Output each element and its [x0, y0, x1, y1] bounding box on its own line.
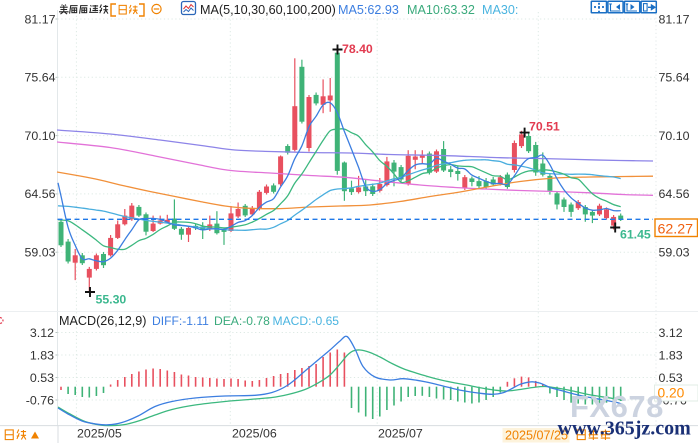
svg-text:81.17: 81.17: [24, 12, 55, 26]
svg-text:78.40: 78.40: [342, 42, 373, 56]
svg-text:2025/05: 2025/05: [77, 427, 122, 441]
svg-text:62.27: 62.27: [658, 222, 694, 238]
svg-text:75.64: 75.64: [659, 71, 690, 85]
svg-text:55.30: 55.30: [96, 293, 127, 307]
svg-text:75.64: 75.64: [24, 71, 55, 85]
svg-text:0.20: 0.20: [658, 386, 685, 401]
svg-text:MACD(26,12,9): MACD(26,12,9): [59, 314, 147, 328]
svg-text:MA10:63.32: MA10:63.32: [407, 3, 475, 17]
svg-text:1.83: 1.83: [659, 348, 683, 362]
svg-text:FX678: FX678: [570, 389, 664, 424]
svg-text:70.10: 70.10: [24, 129, 55, 143]
svg-text:-0.76: -0.76: [26, 393, 54, 407]
svg-text:DIFF:-1.11: DIFF:-1.11: [152, 314, 209, 328]
svg-text:59.03: 59.03: [659, 246, 690, 260]
svg-text:3.12: 3.12: [30, 326, 54, 340]
svg-text:0.53: 0.53: [659, 371, 683, 385]
svg-text:81.17: 81.17: [659, 12, 690, 26]
svg-text:2025/07: 2025/07: [378, 427, 423, 441]
svg-text:64.56: 64.56: [24, 187, 55, 201]
svg-text:DEA:-0.78: DEA:-0.78: [214, 314, 270, 328]
svg-text:70.10: 70.10: [659, 129, 690, 143]
svg-text:3.12: 3.12: [659, 326, 683, 340]
svg-text:MACD:-0.65: MACD:-0.65: [273, 314, 340, 328]
svg-text:MA5:62.93: MA5:62.93: [338, 3, 399, 17]
svg-text:0.53: 0.53: [30, 371, 54, 385]
svg-text:70.51: 70.51: [529, 120, 560, 134]
svg-text:64.56: 64.56: [659, 187, 690, 201]
svg-text:2025/07/25: 2025/07/25: [505, 429, 568, 443]
svg-text:2025/06: 2025/06: [232, 427, 277, 441]
svg-text:MA30:: MA30:: [482, 3, 518, 17]
svg-text:MA(5,10,30,60,100,200): MA(5,10,30,60,100,200): [200, 3, 336, 17]
svg-text:59.03: 59.03: [24, 246, 55, 260]
svg-text:61.45: 61.45: [620, 228, 651, 242]
svg-text:1.83: 1.83: [30, 348, 54, 362]
svg-text:www.365jz.com: www.365jz.com: [558, 418, 692, 440]
